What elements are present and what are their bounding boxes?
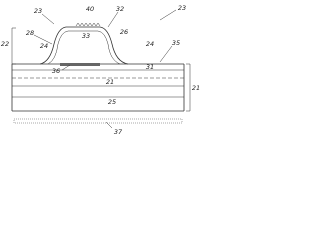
leaders [11, 9, 191, 129]
label: 24 [40, 42, 48, 50]
label: 22 [1, 40, 9, 48]
diagram: 23 40 32 23 22 28 33 26 24 24 35 36 31 2… [0, 0, 200, 140]
label: 28 [26, 29, 34, 37]
label: 31 [146, 63, 154, 71]
label: 24 [146, 40, 154, 48]
label: 35 [172, 39, 180, 47]
label: 25 [108, 98, 116, 106]
label: 40 [86, 5, 94, 13]
substrate-texture [13, 118, 183, 124]
label: 23 [178, 4, 186, 12]
label: 21 [192, 84, 200, 92]
page: 23 40 32 23 22 28 33 26 24 24 35 36 31 2… [0, 0, 200, 140]
label: 33 [82, 32, 90, 40]
label: 37 [114, 128, 123, 136]
label: 21 [106, 78, 114, 86]
label: 32 [116, 5, 124, 13]
label: 23 [34, 7, 42, 15]
mesa [39, 22, 129, 66]
label: 36 [52, 67, 60, 75]
contact-strip [60, 63, 100, 66]
label: 26 [120, 28, 128, 36]
